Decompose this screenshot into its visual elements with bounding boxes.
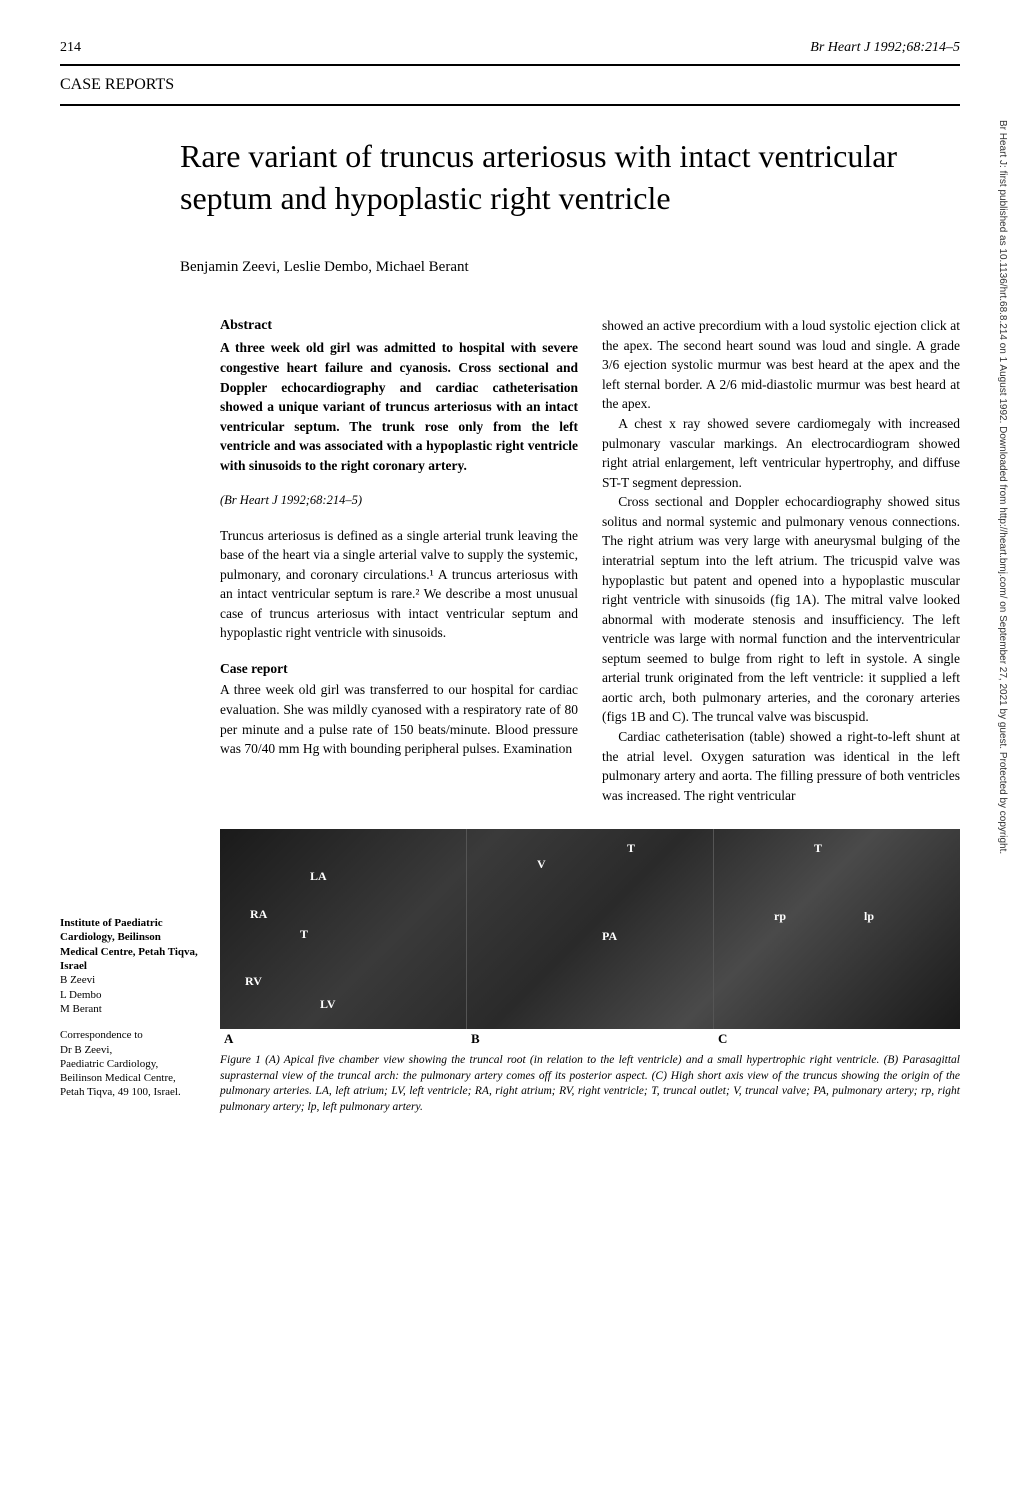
- echo-panel-c: T rp lp C: [714, 829, 960, 1029]
- case-paragraph-1: A three week old girl was transferred to…: [220, 680, 578, 758]
- rule-bottom: [60, 104, 960, 106]
- sidebar-authors: B Zeevi L Dembo M Berant: [60, 973, 200, 1016]
- rule-top: [60, 64, 960, 66]
- page-number: 214: [60, 40, 81, 56]
- echo-panel-b: V T PA B: [467, 829, 714, 1029]
- header-citation: Br Heart J 1992;68:214–5: [810, 40, 960, 56]
- panel-letter-c: C: [718, 1031, 727, 1047]
- sidebar: Institute of Paediatric Cardiology, Beil…: [60, 316, 200, 1115]
- column-left: Abstract A three week old girl was admit…: [220, 316, 578, 805]
- abstract-text: A three week old girl was admitted to ho…: [220, 338, 578, 475]
- label-t-c: T: [814, 841, 822, 856]
- abstract-heading: Abstract: [220, 316, 578, 336]
- affiliation-block: Institute of Paediatric Cardiology, Beil…: [60, 916, 200, 1016]
- section-label: CASE REPORTS: [60, 76, 960, 94]
- figure-caption: Figure 1 (A) Apical five chamber view sh…: [220, 1053, 960, 1115]
- correspondence-label: Correspondence to: [60, 1028, 200, 1042]
- case-report-heading: Case report: [220, 659, 578, 679]
- citation-inline: (Br Heart J 1992;68:214–5): [220, 491, 578, 509]
- panel-letter-b: B: [471, 1031, 480, 1047]
- article-title: Rare variant of truncus arteriosus with …: [180, 136, 920, 219]
- intro-paragraph: Truncus arteriosus is defined as a singl…: [220, 526, 578, 643]
- label-t-b: T: [627, 841, 635, 856]
- echo-panel-a: LA RA T RV LV A: [220, 829, 467, 1029]
- main-content: Abstract A three week old girl was admit…: [220, 316, 960, 1115]
- label-la: LA: [310, 869, 327, 884]
- text-columns: Abstract A three week old girl was admit…: [220, 316, 960, 805]
- column-right: showed an active precordium with a loud …: [602, 316, 960, 805]
- col2-paragraph-3: Cross sectional and Doppler echocardiogr…: [602, 492, 960, 727]
- label-pa: PA: [602, 929, 617, 944]
- content-wrap: Institute of Paediatric Cardiology, Beil…: [60, 316, 960, 1115]
- panel-letter-a: A: [224, 1031, 233, 1047]
- col2-paragraph-2: A chest x ray showed severe cardiomegaly…: [602, 414, 960, 492]
- label-ra: RA: [250, 907, 267, 922]
- col2-paragraph-1: showed an active precordium with a loud …: [602, 316, 960, 414]
- label-lp: lp: [864, 909, 874, 924]
- affiliation: Institute of Paediatric Cardiology, Beil…: [60, 916, 200, 973]
- authors: Benjamin Zeevi, Leslie Dembo, Michael Be…: [180, 259, 960, 276]
- copyright-vertical: Br Heart J: first published as 10.1136/h…: [997, 120, 1008, 1320]
- label-rp: rp: [774, 909, 786, 924]
- label-v: V: [537, 857, 546, 872]
- label-t-a: T: [300, 927, 308, 942]
- correspondence-text: Dr B Zeevi, Paediatric Cardiology, Beili…: [60, 1043, 200, 1100]
- label-lv: LV: [320, 997, 336, 1012]
- figure-1: LA RA T RV LV A V T PA B T rp lp C: [220, 829, 960, 1115]
- col2-paragraph-4: Cardiac catheterisation (table) showed a…: [602, 727, 960, 805]
- echo-image: LA RA T RV LV A V T PA B T rp lp C: [220, 829, 960, 1029]
- page-header: 214 Br Heart J 1992;68:214–5: [60, 40, 960, 56]
- label-rv: RV: [245, 974, 262, 989]
- correspondence-block: Correspondence to Dr B Zeevi, Paediatric…: [60, 1028, 200, 1099]
